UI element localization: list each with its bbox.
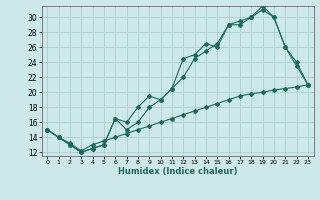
X-axis label: Humidex (Indice chaleur): Humidex (Indice chaleur) [118, 167, 237, 176]
